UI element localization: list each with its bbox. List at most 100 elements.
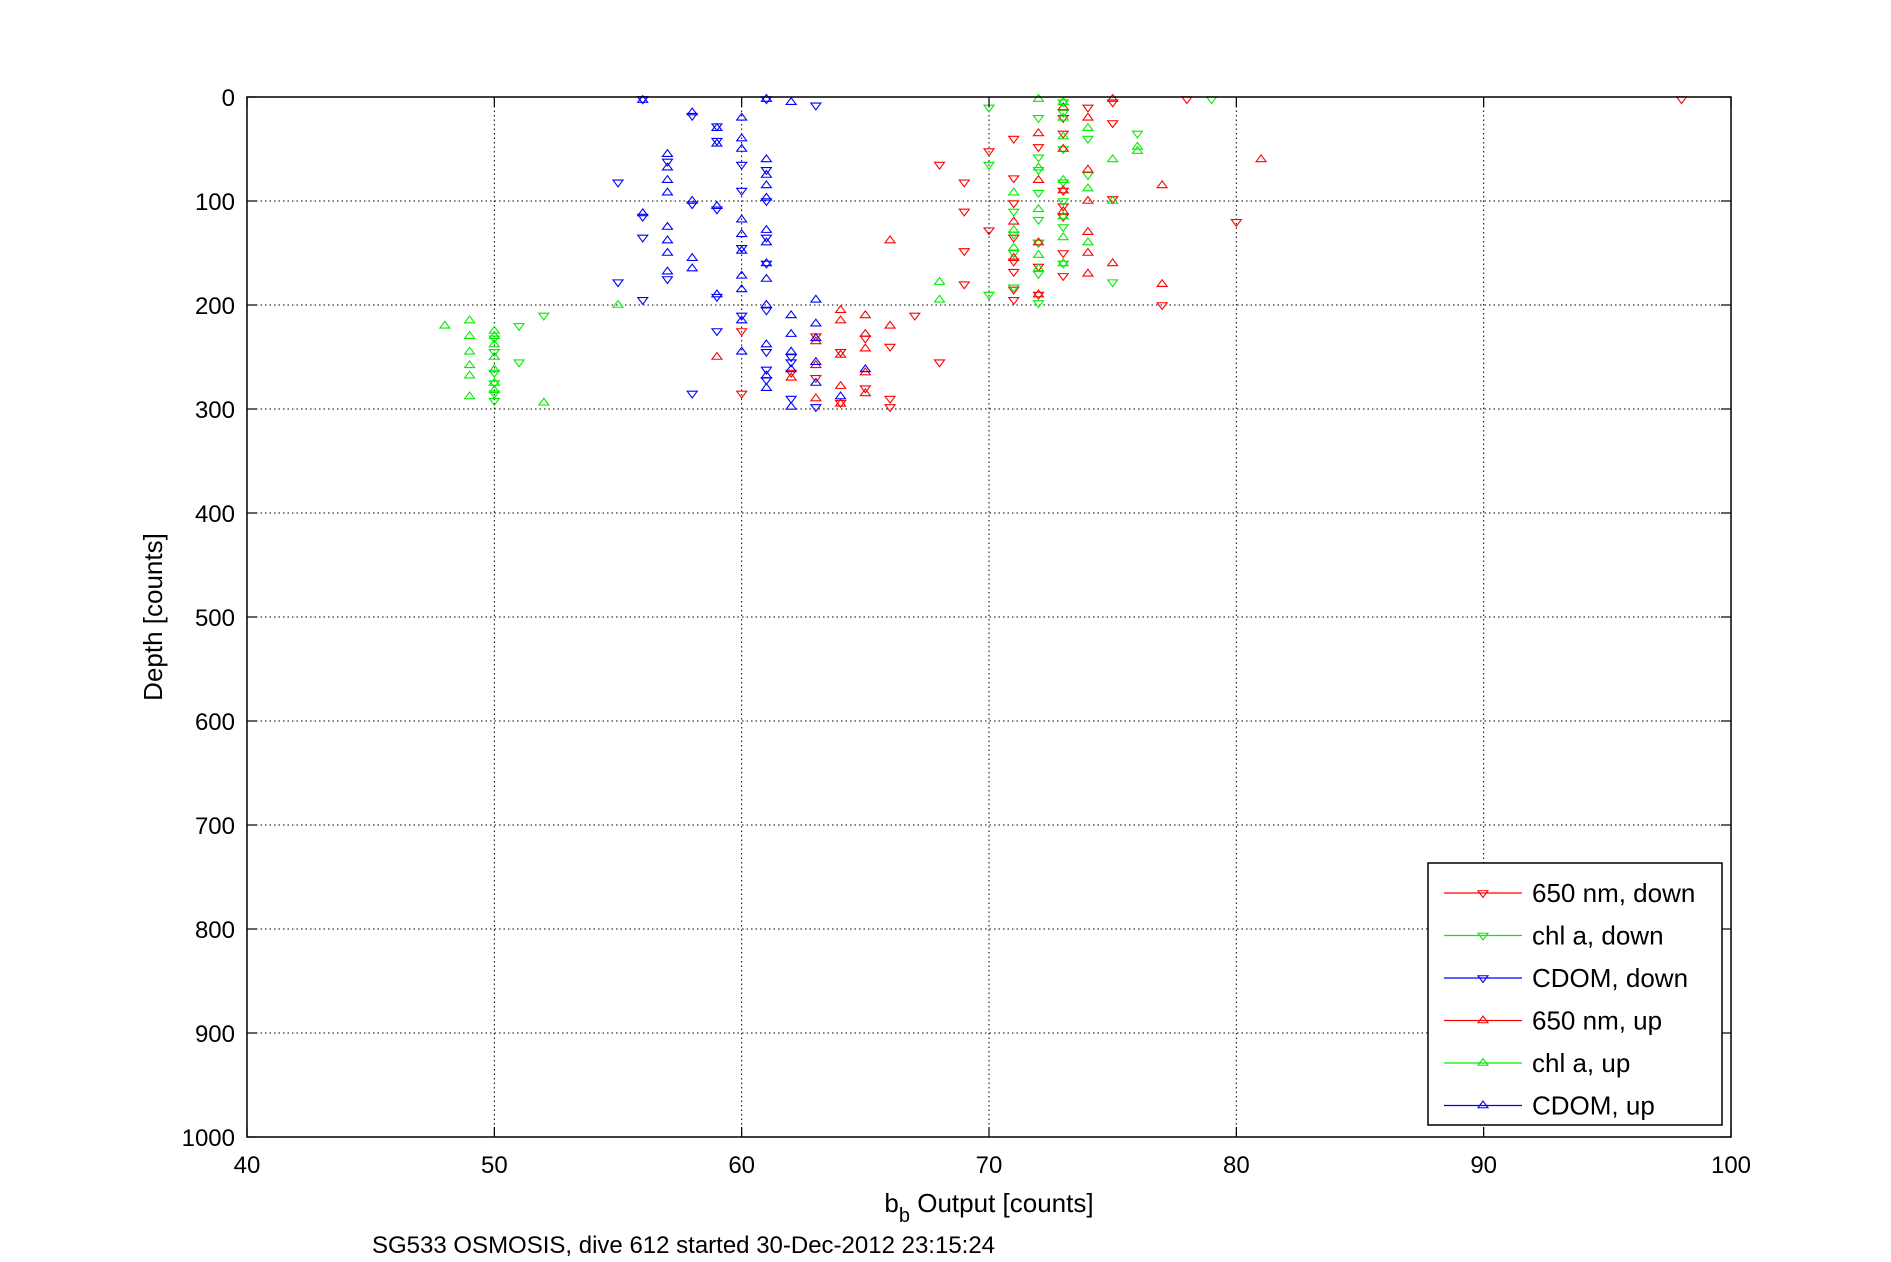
- data-point: [686, 112, 699, 122]
- data-point: [735, 328, 748, 337]
- data-point: [636, 296, 649, 306]
- data-point: [1057, 112, 1070, 121]
- data-point: [512, 322, 526, 332]
- data-point: [661, 247, 674, 256]
- data-point: [735, 245, 748, 254]
- y-tick-label: 800: [195, 917, 235, 944]
- data-point: [735, 143, 748, 152]
- data-point: [1007, 200, 1020, 209]
- data-point: [710, 200, 724, 209]
- data-point: [785, 369, 798, 379]
- data-point: [1007, 175, 1020, 184]
- data-point: [1106, 120, 1119, 129]
- data-point: [661, 162, 674, 171]
- data-point: [859, 309, 872, 319]
- legend-label: chl a, up: [1532, 1048, 1630, 1078]
- data-point: [1007, 268, 1020, 278]
- data-point: [760, 348, 773, 358]
- legend-marker: [1476, 890, 1490, 899]
- data-point: [661, 276, 674, 285]
- data-point: [1057, 101, 1070, 111]
- data-point: [1106, 99, 1119, 108]
- data-point: [933, 359, 946, 368]
- data-point: [785, 96, 798, 105]
- data-point: [1057, 179, 1070, 188]
- data-points: [438, 93, 1688, 413]
- data-point: [908, 312, 921, 321]
- data-point: [1106, 195, 1119, 204]
- data-point: [809, 377, 822, 386]
- data-point: [1057, 203, 1070, 212]
- data-point: [1081, 268, 1095, 277]
- data-point: [785, 372, 798, 381]
- data-point: [834, 380, 847, 389]
- data-point: [760, 153, 773, 163]
- data-point: [1057, 187, 1070, 197]
- data-point: [785, 401, 798, 410]
- data-point: [1032, 154, 1045, 163]
- series-2: [611, 96, 822, 413]
- legend-entry: 650 nm, up: [1444, 1006, 1662, 1036]
- data-point: [661, 148, 674, 157]
- x-axis-label: bb Output [counts]: [884, 1188, 1093, 1227]
- data-point: [883, 395, 897, 405]
- data-point: [834, 391, 847, 400]
- data-point: [1057, 146, 1070, 155]
- data-point: [933, 161, 946, 171]
- data-point: [859, 385, 872, 394]
- data-point: [735, 390, 748, 399]
- legend-entry: 650 nm, down: [1444, 878, 1695, 908]
- data-point: [982, 161, 996, 171]
- data-point: [1081, 237, 1095, 246]
- data-point: [760, 307, 773, 316]
- data-point: [760, 260, 773, 269]
- data-point: [735, 161, 748, 171]
- data-point: [958, 248, 971, 257]
- legend-label: CDOM, up: [1532, 1091, 1655, 1121]
- data-point: [1081, 247, 1095, 256]
- data-point: [883, 404, 897, 413]
- data-point: [735, 346, 748, 355]
- data-point: [809, 356, 822, 366]
- data-point: [883, 320, 897, 329]
- data-point: [958, 208, 971, 217]
- data-point: [1007, 208, 1020, 217]
- data-point: [710, 138, 724, 147]
- data-point: [686, 263, 699, 272]
- data-point: [611, 179, 625, 188]
- data-point: [1131, 145, 1144, 154]
- data-point: [735, 133, 748, 142]
- data-point: [785, 354, 798, 363]
- data-point: [785, 309, 798, 319]
- data-point: [636, 94, 649, 103]
- data-point: [1057, 231, 1070, 241]
- x-tick-label: 60: [728, 1152, 755, 1179]
- legend-entry: chl a, down: [1444, 921, 1664, 951]
- x-axis-ticks: 40 50 60 70 80 90 100: [234, 97, 1751, 1179]
- x-tick-label: 70: [976, 1152, 1003, 1179]
- data-point: [785, 364, 798, 373]
- data-point: [735, 214, 748, 223]
- data-point: [1057, 260, 1070, 269]
- data-point: [488, 384, 501, 394]
- y-tick-label: 300: [195, 397, 235, 424]
- legend-marker: [1476, 932, 1490, 941]
- data-point: [1057, 109, 1070, 119]
- data-point: [1131, 130, 1144, 139]
- y-tick-label: 1000: [182, 1125, 235, 1152]
- legend-box: [1427, 862, 1723, 1126]
- data-point: [760, 167, 773, 176]
- data-point: [710, 122, 724, 131]
- data-point: [982, 227, 996, 236]
- data-point: [1081, 112, 1095, 121]
- data-point: [1057, 224, 1070, 233]
- data-point: [488, 339, 501, 348]
- data-point: [735, 315, 748, 324]
- data-point: [1007, 286, 1020, 295]
- data-point: [1032, 270, 1045, 280]
- legend-marker: [1476, 975, 1490, 984]
- data-point: [537, 397, 550, 406]
- data-point: [1131, 141, 1144, 150]
- data-point: [488, 348, 501, 358]
- data-point: [661, 235, 674, 244]
